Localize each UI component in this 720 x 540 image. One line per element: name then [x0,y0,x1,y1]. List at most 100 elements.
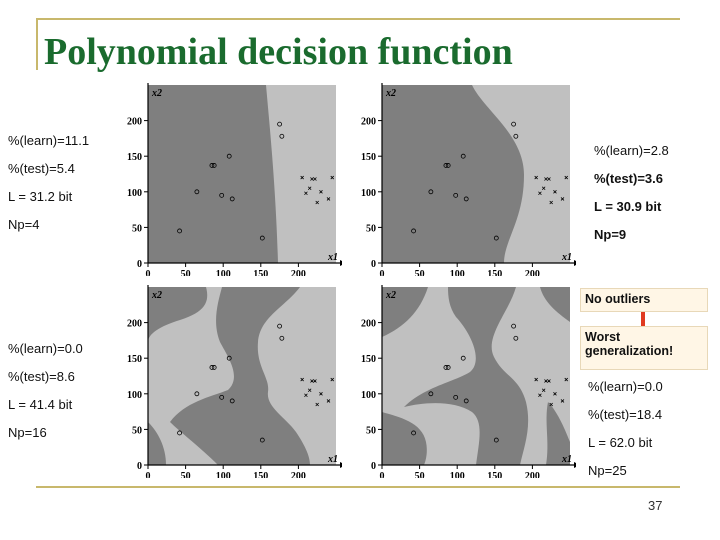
data-point-circle [511,121,517,127]
panel1-stats: %(learn)=11.1 %(test)=5.4 L = 31.2 bit N… [8,134,89,246]
data-point-circle [411,228,416,234]
panel2-stat-np: Np=9 [594,227,627,242]
panel3-stat-np: Np=16 [8,425,47,440]
panel1-chart: 0 50 100 150 200 0 50 100 150 200 x1 x2 [127,83,342,276]
data-point-cross [541,186,546,191]
data-point-cross [310,379,314,383]
data-point-circle [194,391,200,397]
y-tick-label: 200 [127,319,142,330]
data-point-cross [544,177,548,181]
data-point-circle [229,398,235,404]
x-axis-arrow [340,260,342,266]
y-axis-label: x2 [385,88,396,99]
data-point-circle [209,163,215,168]
y-tick-label: 50 [366,425,376,436]
data-point-cross [304,191,308,196]
y-tick-label: 0 [137,259,142,270]
panel4-region-dark-d [540,287,570,322]
data-point-cross [549,200,553,205]
data-point-cross [330,377,335,382]
x-tick-label: 200 [291,471,306,478]
data-point-circle [463,398,469,404]
panel1-stat-test: %(test)=5.4 [8,161,75,176]
data-point-circle [259,437,265,443]
data-point-cross [538,393,542,398]
data-point-cross [544,379,548,383]
connector-bar [641,312,645,326]
data-point-circle [460,153,466,159]
x-tick-label: 200 [525,471,540,478]
x-tick-label: 50 [415,269,425,276]
data-point-circle [229,196,235,202]
y-tick-label: 50 [132,425,142,436]
x-tick-label: 150 [253,471,268,478]
y-tick-label: 200 [361,117,376,128]
y-tick-label: 0 [371,259,376,270]
panel1-stat-length: L = 31.2 bit [8,189,73,204]
panel4-stat-length: L = 62.0 bit [588,435,653,450]
panel3-plot: 0 50 100 150 200 0 50 100 150 200 x1 x2 [110,282,342,478]
x-axis-arrow [574,462,576,468]
data-point-circle [211,365,217,370]
y-tick-label: 50 [132,223,142,234]
bottom-rule [36,486,680,488]
data-point-circle [443,365,449,370]
panel2-stat-test: %(test)=3.6 [594,171,663,186]
data-point-circle [493,437,499,443]
data-point-cross [538,191,542,196]
data-point-cross [326,399,331,403]
y-tick-label: 200 [127,117,142,128]
data-point-cross [300,377,304,382]
panel2-stat-length: L = 30.9 bit [594,199,662,214]
data-point-circle [277,323,283,329]
data-point-circle [453,394,459,400]
panel4-region-dark-b [404,287,529,465]
x-axis-label: x1 [561,454,572,465]
y-axis-label: x2 [385,290,396,301]
data-point-cross [310,177,314,181]
x-tick-label: 100 [450,471,465,478]
y-tick-label: 200 [361,319,376,330]
panel1-stat-learn: %(learn)=11.1 [8,133,90,148]
y-tick-label: 100 [361,390,376,401]
panel4-region-dark-e [546,402,570,465]
data-point-cross [553,190,557,194]
x-tick-label: 50 [181,269,191,276]
page-number: 37 [648,498,663,513]
y-tick-label: 100 [361,188,376,199]
y-axis-label: x2 [151,88,162,99]
x-tick-label: 0 [380,471,385,478]
x-tick-label: 200 [525,269,540,276]
x-tick-label: 150 [487,269,502,276]
data-point-cross [553,392,557,396]
data-point-circle [219,394,225,400]
panel4-stat-learn: %(learn)=0.0 [588,379,663,394]
x-tick-label: 200 [291,269,306,276]
data-point-circle [443,163,449,168]
x-tick-label: 150 [253,269,268,276]
data-point-circle [511,323,517,329]
data-point-cross [307,388,312,393]
data-point-circle [428,391,434,397]
top-rule [36,18,680,20]
data-point-cross [560,399,565,403]
panel1-region-dark [148,85,278,263]
data-point-cross [330,175,335,180]
panel4-chart: 0 50 100 150 200 0 50 100 150 200 x1 x2 [361,285,576,478]
y-axis-label: x2 [151,290,162,301]
data-point-cross [549,402,553,407]
x-axis-arrow [340,462,342,468]
x-tick-label: 50 [181,471,191,478]
x-tick-label: 100 [450,269,465,276]
data-point-circle [226,153,232,159]
data-point-circle [513,335,519,341]
panel4-stat-np: Np=25 [588,463,627,478]
x-axis-label: x1 [561,252,572,263]
panel4-stats: %(learn)=0.0 %(test)=18.4 L = 62.0 bit N… [588,380,663,492]
data-point-circle [177,430,182,436]
x-tick-label: 100 [216,269,231,276]
panel2-region-dark [382,85,524,263]
panel2-stat-learn: %(learn)=2.8 [594,143,669,158]
data-point-circle [259,235,265,241]
panel2-plot: 0 50 100 150 200 0 50 100 150 200 x1 x2 [344,80,576,276]
